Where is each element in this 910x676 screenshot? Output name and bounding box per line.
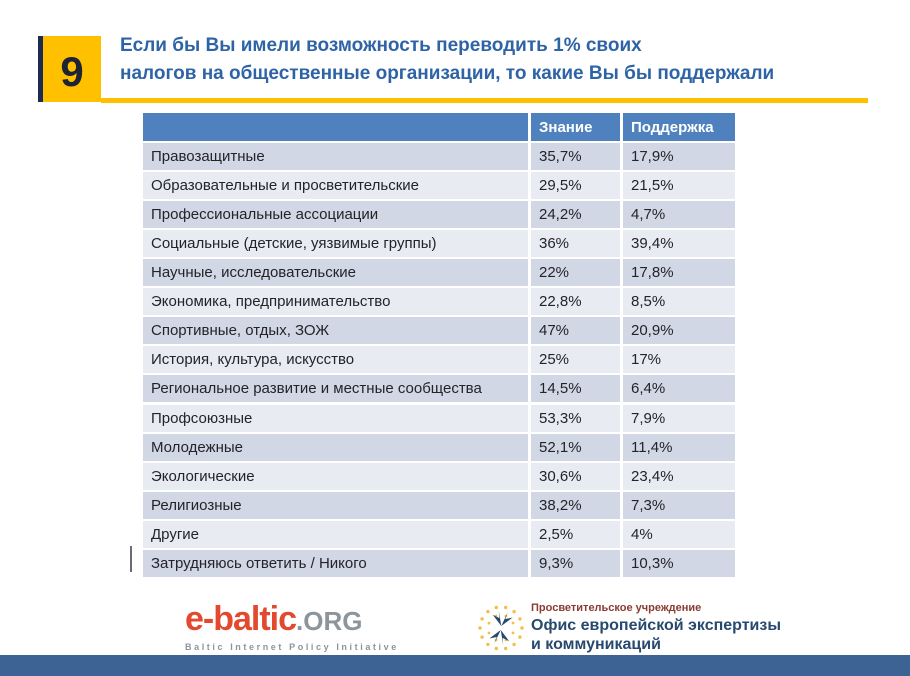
row-support-cell: 20,9% <box>623 317 735 344</box>
column-header-support: Поддержка <box>623 113 735 141</box>
stray-cursor-mark <box>130 546 132 572</box>
row-support-cell: 23,4% <box>623 463 735 490</box>
row-category-cell: Профсоюзные <box>143 405 528 432</box>
row-knowledge-cell: 30,6% <box>531 463 620 490</box>
row-support-cell: 21,5% <box>623 172 735 199</box>
table-row: Социальные (детские, уязвимые группы) 36… <box>143 230 735 257</box>
table-row: Экологические 30,6% 23,4% <box>143 463 735 490</box>
row-category-cell: Другие <box>143 521 528 548</box>
table-body: Правозащитные 35,7% 17,9% Образовательны… <box>143 143 735 577</box>
row-category-cell: История, культура, искусство <box>143 346 528 373</box>
row-support-cell: 17,9% <box>623 143 735 170</box>
row-knowledge-cell: 47% <box>531 317 620 344</box>
row-knowledge-cell: 52,1% <box>531 434 620 461</box>
bottom-accent-bar <box>0 655 910 676</box>
table-row: Другие 2,5% 4% <box>143 521 735 548</box>
row-category-cell: Экологические <box>143 463 528 490</box>
table-row: Профсоюзные 53,3% 7,9% <box>143 405 735 432</box>
row-category-cell: Профессиональные ассоциации <box>143 201 528 228</box>
row-support-cell: 6,4% <box>623 375 735 402</box>
ebaltic-wordmark-gray: .ORG <box>296 606 363 636</box>
row-support-cell: 11,4% <box>623 434 735 461</box>
oeec-logo: Просветительское учреждение Офис европей… <box>477 602 781 654</box>
row-knowledge-cell: 29,5% <box>531 172 620 199</box>
row-knowledge-cell: 24,2% <box>531 201 620 228</box>
row-support-cell: 4% <box>623 521 735 548</box>
row-support-cell: 7,3% <box>623 492 735 519</box>
row-support-cell: 8,5% <box>623 288 735 315</box>
oeec-subtitle: Просветительское учреждение <box>531 602 702 614</box>
table-row: Спортивные, отдых, ЗОЖ 47% 20,9% <box>143 317 735 344</box>
row-category-cell: Социальные (детские, уязвимые группы) <box>143 230 528 257</box>
row-knowledge-cell: 53,3% <box>531 405 620 432</box>
table-row: Региональное развитие и местные сообщест… <box>143 375 735 402</box>
slide-title-line-2: налогов на общественные организации, то … <box>120 63 775 84</box>
table-row: Религиозные 38,2% 7,3% <box>143 492 735 519</box>
row-knowledge-cell: 36% <box>531 230 620 257</box>
table-header-row: Знание Поддержка <box>143 113 735 141</box>
row-support-cell: 10,3% <box>623 550 735 577</box>
row-category-cell: Спортивные, отдых, ЗОЖ <box>143 317 528 344</box>
row-support-cell: 7,9% <box>623 405 735 432</box>
row-support-cell: 17% <box>623 346 735 373</box>
row-knowledge-cell: 22,8% <box>531 288 620 315</box>
row-category-cell: Религиозные <box>143 492 528 519</box>
row-category-cell: Затрудняюсь ответить / Никого <box>143 550 528 577</box>
table-row: Молодежные 52,1% 11,4% <box>143 434 735 461</box>
survey-results-table: Знание Поддержка Правозащитные 35,7% 17,… <box>143 113 735 579</box>
ebaltic-logo: e-baltic .ORG Baltic Internet Policy Ini… <box>185 600 399 652</box>
row-category-cell: Научные, исследовательские <box>143 259 528 286</box>
row-category-cell: Правозащитные <box>143 143 528 170</box>
row-support-cell: 4,7% <box>623 201 735 228</box>
column-header-category <box>143 113 528 141</box>
row-knowledge-cell: 2,5% <box>531 521 620 548</box>
table-row: Правозащитные 35,7% 17,9% <box>143 143 735 170</box>
oeec-star-icon <box>478 605 524 651</box>
title-underline <box>101 98 868 103</box>
table-row: Экономика, предпринимательство 22,8% 8,5… <box>143 288 735 315</box>
row-support-cell: 39,4% <box>623 230 735 257</box>
ebaltic-wordmark-red: e-baltic <box>185 600 297 638</box>
row-category-cell: Образовательные и просветительские <box>143 172 528 199</box>
row-knowledge-cell: 14,5% <box>531 375 620 402</box>
column-header-knowledge: Знание <box>531 113 620 141</box>
slide-title: Если бы Вы имели возможность переводить … <box>120 32 892 88</box>
row-knowledge-cell: 35,7% <box>531 143 620 170</box>
row-knowledge-cell: 38,2% <box>531 492 620 519</box>
row-support-cell: 17,8% <box>623 259 735 286</box>
slide-title-line-1: Если бы Вы имели возможность переводить … <box>120 35 642 56</box>
row-category-cell: Молодежные <box>143 434 528 461</box>
row-knowledge-cell: 22% <box>531 259 620 286</box>
table-row: Профессиональные ассоциации 24,2% 4,7% <box>143 201 735 228</box>
slide-number-box: 9 <box>38 36 101 102</box>
table-row: Образовательные и просветительские 29,5%… <box>143 172 735 199</box>
ebaltic-tagline: Baltic Internet Policy Initiative <box>185 642 399 652</box>
row-knowledge-cell: 9,3% <box>531 550 620 577</box>
oeec-title-line-1: Офис европейской экспертизы <box>531 617 781 634</box>
oeec-text: Просветительское учреждение Офис европей… <box>531 602 781 654</box>
slide-number: 9 <box>60 48 84 95</box>
oeec-title-line-2: и коммуникаций <box>531 636 661 653</box>
table-row: Научные, исследовательские 22% 17,8% <box>143 259 735 286</box>
table-row: Затрудняюсь ответить / Никого 9,3% 10,3% <box>143 550 735 577</box>
row-category-cell: Региональное развитие и местные сообщест… <box>143 375 528 402</box>
ebaltic-wordmark: e-baltic .ORG <box>185 600 399 639</box>
table-row: История, культура, искусство 25% 17% <box>143 346 735 373</box>
row-knowledge-cell: 25% <box>531 346 620 373</box>
row-category-cell: Экономика, предпринимательство <box>143 288 528 315</box>
